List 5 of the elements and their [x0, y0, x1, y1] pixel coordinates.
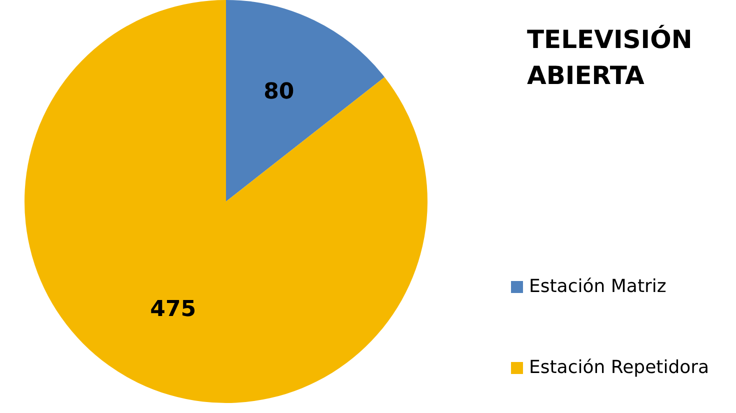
data-label: 475	[150, 296, 196, 322]
text: TELEVISIÓN ABIERTA	[527, 24, 694, 92]
data-label: 80	[264, 80, 294, 105]
legend-label: Estación Matriz	[529, 276, 666, 297]
legend-label: Estación Repetidora	[529, 357, 710, 378]
